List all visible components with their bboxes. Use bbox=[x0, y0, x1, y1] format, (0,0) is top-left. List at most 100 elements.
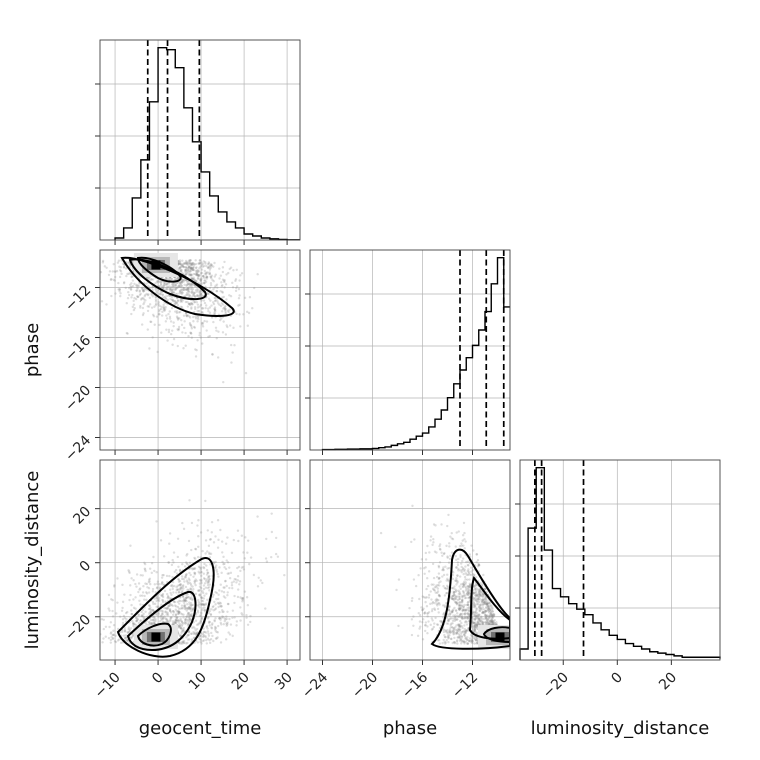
density-panel-geocent-time-vs-luminosity-distance-point bbox=[189, 604, 193, 607]
density-panel-geocent-time-vs-phase-point bbox=[185, 314, 188, 317]
density-panel-geocent-time-vs-phase-point bbox=[157, 303, 160, 306]
density-panel-phase-vs-luminosity-distance-point bbox=[458, 597, 461, 601]
density-panel-geocent-time-vs-luminosity-distance-point bbox=[109, 641, 113, 644]
density-panel-geocent-time-vs-phase-point bbox=[159, 307, 163, 311]
density-panel-geocent-time-vs-luminosity-distance-point bbox=[166, 620, 169, 624]
density-panel-geocent-time-vs-phase-point bbox=[103, 265, 107, 268]
density-panel-geocent-time-vs-luminosity-distance-point bbox=[168, 604, 171, 608]
density-panel-geocent-time-vs-luminosity-distance-point bbox=[169, 618, 172, 621]
density-panel-geocent-time-vs-phase-point bbox=[186, 269, 190, 272]
density-panel-geocent-time-vs-phase-point bbox=[118, 290, 121, 293]
density-panel-geocent-time-vs-luminosity-distance-point bbox=[137, 621, 141, 625]
density-panel-geocent-time-vs-luminosity-distance-point bbox=[143, 598, 146, 601]
density-panel-phase-vs-luminosity-distance-point bbox=[465, 629, 469, 632]
density-panel-phase-vs-luminosity-distance-point bbox=[487, 606, 490, 609]
density-panel-phase-vs-luminosity-distance-point bbox=[487, 605, 490, 608]
density-panel-phase-vs-luminosity-distance-point bbox=[431, 619, 434, 622]
density-panel-phase-vs-luminosity-distance-point bbox=[473, 603, 477, 606]
density-panel-geocent-time-vs-phase-point bbox=[208, 334, 212, 338]
density-panel-geocent-time-vs-phase-point bbox=[164, 305, 167, 309]
density-panel-geocent-time-vs-luminosity-distance-point bbox=[147, 586, 151, 590]
density-panel-geocent-time-vs-luminosity-distance-point bbox=[188, 581, 191, 584]
density-panel-phase-vs-luminosity-distance-point bbox=[467, 588, 471, 591]
density-panel-phase-vs-luminosity-distance-point bbox=[436, 587, 440, 590]
density-panel-geocent-time-vs-phase-point bbox=[181, 298, 185, 301]
density-panel-geocent-time-vs-luminosity-distance-contour-1 bbox=[126, 590, 197, 652]
density-panel-geocent-time-vs-luminosity-distance-point bbox=[108, 609, 111, 612]
density-panel-geocent-time-vs-luminosity-distance-point bbox=[171, 604, 174, 608]
density-panel-geocent-time-vs-luminosity-distance-point bbox=[116, 577, 119, 580]
density-panel-phase-vs-luminosity-distance-point bbox=[473, 637, 477, 640]
density-panel-geocent-time-vs-phase-point bbox=[117, 259, 121, 262]
density-panel-geocent-time-vs-luminosity-distance-point bbox=[150, 622, 153, 625]
density-panel-geocent-time-vs-luminosity-distance-point bbox=[265, 537, 268, 541]
density-panel-geocent-time-vs-luminosity-distance-point bbox=[138, 588, 141, 591]
density-panel-geocent-time-vs-phase-point bbox=[248, 295, 252, 299]
density-panel-geocent-time-vs-phase-point bbox=[179, 281, 182, 285]
density-panel-phase-vs-luminosity-distance-point bbox=[446, 556, 449, 559]
density-panel-geocent-time-vs-phase-point bbox=[170, 277, 173, 280]
density-panel-geocent-time-vs-luminosity-distance-point bbox=[157, 612, 161, 616]
density-panel-phase-vs-luminosity-distance-point bbox=[420, 606, 423, 609]
density-panel-geocent-time-vs-phase-point bbox=[140, 287, 144, 290]
density-panel-geocent-time-vs-phase-point bbox=[189, 262, 193, 265]
density-panel-geocent-time-vs-luminosity-distance-point bbox=[222, 555, 225, 559]
density-panel-geocent-time-vs-luminosity-distance-point bbox=[150, 622, 153, 626]
density-panel-geocent-time-vs-phase-point bbox=[191, 287, 195, 291]
density-panel-phase-vs-luminosity-distance-point bbox=[468, 596, 471, 599]
density-panel-phase-vs-luminosity-distance-point bbox=[462, 617, 465, 620]
density-panel-geocent-time-vs-luminosity-distance-point bbox=[177, 633, 180, 636]
density-panel-geocent-time-vs-luminosity-distance-point bbox=[100, 618, 104, 621]
density-panel-phase-vs-luminosity-distance-point bbox=[490, 606, 493, 609]
density-panel-phase-vs-luminosity-distance-point bbox=[461, 585, 464, 589]
density-panel-geocent-time-vs-luminosity-distance-point bbox=[202, 587, 206, 591]
density-panel-phase-vs-luminosity-distance-point bbox=[481, 611, 485, 614]
density-panel-geocent-time-vs-luminosity-distance-point bbox=[232, 580, 236, 583]
density-panel-geocent-time-vs-luminosity-distance-point bbox=[194, 547, 197, 551]
density-panel-geocent-time-vs-luminosity-distance-point bbox=[208, 538, 212, 541]
density-panel-geocent-time-vs-phase-point bbox=[159, 290, 162, 293]
density-panel-phase-vs-luminosity-distance-point bbox=[456, 561, 460, 564]
density-panel-geocent-time-vs-luminosity-distance-point bbox=[145, 582, 149, 586]
density-panel-geocent-time-vs-phase-point bbox=[194, 315, 197, 318]
density-panel-phase-vs-luminosity-distance-point bbox=[448, 605, 451, 608]
density-panel-geocent-time-vs-luminosity-distance-point bbox=[177, 619, 180, 622]
density-panel-geocent-time-vs-luminosity-distance-point bbox=[162, 617, 165, 620]
density-panel-geocent-time-vs-luminosity-distance-point bbox=[178, 583, 181, 587]
density-panel-phase-vs-luminosity-distance-point bbox=[448, 557, 452, 561]
density-panel-phase-vs-luminosity-distance-point bbox=[464, 640, 467, 643]
density-panel-geocent-time-vs-phase-point bbox=[158, 284, 161, 288]
density-panel-geocent-time-vs-luminosity-distance-point bbox=[162, 583, 165, 587]
density-panel-phase-vs-luminosity-distance-point bbox=[459, 613, 462, 616]
density-panel-geocent-time-vs-luminosity-distance-point bbox=[181, 594, 185, 598]
density-panel-geocent-time-vs-luminosity-distance-point bbox=[178, 625, 181, 629]
density-panel-phase-vs-luminosity-distance-point bbox=[480, 620, 483, 623]
density-panel-geocent-time-vs-luminosity-distance-point bbox=[173, 600, 176, 604]
density-panel-geocent-time-vs-luminosity-distance-point bbox=[211, 605, 214, 609]
density-panel-geocent-time-vs-luminosity-distance-point bbox=[199, 531, 203, 534]
density-panel-geocent-time-vs-luminosity-distance-point bbox=[276, 555, 280, 558]
density-panel-phase-vs-luminosity-distance-point bbox=[478, 608, 481, 611]
density-panel-geocent-time-vs-luminosity-distance-point bbox=[179, 617, 182, 620]
density-panel-geocent-time-vs-phase-point bbox=[193, 301, 196, 304]
density-panel-phase-vs-luminosity-distance-point bbox=[452, 591, 456, 594]
density-panel-geocent-time-vs-luminosity-distance-point bbox=[188, 616, 191, 619]
density-panel-phase-vs-luminosity-distance-point bbox=[433, 550, 437, 553]
density-panel-phase-vs-luminosity-distance-point bbox=[475, 607, 478, 610]
density-panel-geocent-time-vs-phase-point bbox=[177, 285, 180, 288]
density-panel-geocent-time-vs-phase-point bbox=[163, 308, 166, 312]
density-panel-phase-vs-luminosity-distance-point bbox=[458, 607, 462, 611]
density-panel-geocent-time-vs-phase-point bbox=[151, 295, 154, 298]
ytick-label-phase-2: −16 bbox=[62, 332, 94, 364]
density-panel-geocent-time-vs-phase-point bbox=[181, 331, 184, 334]
density-panel-phase-vs-luminosity-distance-point bbox=[476, 621, 480, 625]
density-panel-geocent-time-vs-phase-point bbox=[149, 320, 153, 324]
density-panel-phase-vs-luminosity-distance-point bbox=[438, 642, 441, 645]
density-panel-geocent-time-vs-phase-point bbox=[124, 286, 127, 290]
density-panel-phase-vs-luminosity-distance-point bbox=[461, 598, 464, 602]
density-panel-geocent-time-vs-phase-point bbox=[157, 301, 160, 304]
density-panel-geocent-time-vs-phase-point bbox=[195, 273, 198, 276]
density-panel-geocent-time-vs-luminosity-distance-point bbox=[226, 536, 229, 539]
density-panel-geocent-time-vs-phase-point bbox=[211, 352, 214, 356]
density-panel-geocent-time-vs-luminosity-distance-point bbox=[194, 613, 198, 616]
